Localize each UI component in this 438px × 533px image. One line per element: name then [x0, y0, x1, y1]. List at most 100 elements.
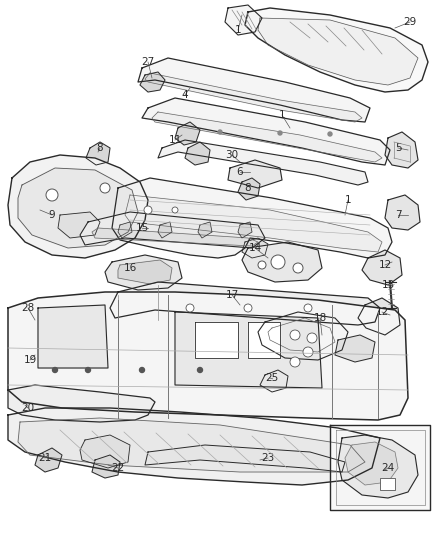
Circle shape — [198, 367, 202, 373]
Text: 23: 23 — [261, 453, 275, 463]
Circle shape — [290, 330, 300, 340]
Polygon shape — [195, 322, 238, 358]
Text: 4: 4 — [182, 90, 188, 100]
Text: 13: 13 — [381, 280, 395, 290]
Text: 27: 27 — [141, 57, 155, 67]
Circle shape — [303, 347, 313, 357]
Polygon shape — [92, 228, 258, 246]
Polygon shape — [238, 222, 252, 238]
Circle shape — [218, 130, 222, 134]
Circle shape — [278, 131, 282, 135]
Text: 20: 20 — [21, 403, 35, 413]
Text: 28: 28 — [21, 303, 35, 313]
Text: 22: 22 — [111, 463, 125, 473]
Circle shape — [53, 367, 57, 373]
Polygon shape — [8, 155, 148, 258]
Text: 17: 17 — [226, 290, 239, 300]
Text: 8: 8 — [245, 183, 251, 193]
Polygon shape — [58, 212, 100, 238]
Text: 29: 29 — [403, 17, 417, 27]
Polygon shape — [330, 425, 430, 510]
Text: 30: 30 — [226, 150, 239, 160]
Text: 5: 5 — [395, 143, 401, 153]
Text: 7: 7 — [395, 210, 401, 220]
Text: 12: 12 — [378, 260, 392, 270]
Polygon shape — [142, 98, 390, 165]
Polygon shape — [185, 142, 210, 165]
Polygon shape — [242, 238, 268, 258]
Polygon shape — [242, 242, 322, 282]
Polygon shape — [112, 178, 392, 258]
Text: 1: 1 — [345, 195, 351, 205]
Circle shape — [100, 183, 110, 193]
Polygon shape — [145, 73, 362, 122]
Text: 1: 1 — [235, 25, 241, 35]
Polygon shape — [225, 5, 262, 35]
Circle shape — [304, 304, 312, 312]
Polygon shape — [125, 195, 382, 252]
Text: 18: 18 — [313, 313, 327, 323]
Text: 15: 15 — [135, 223, 148, 233]
Text: 1: 1 — [279, 110, 285, 120]
Circle shape — [290, 357, 300, 367]
Text: 12: 12 — [375, 307, 389, 317]
Polygon shape — [245, 8, 428, 92]
Polygon shape — [228, 160, 282, 188]
Polygon shape — [80, 212, 265, 248]
Polygon shape — [18, 168, 138, 248]
Polygon shape — [258, 18, 418, 85]
Circle shape — [186, 304, 194, 312]
Polygon shape — [152, 112, 382, 162]
Text: 16: 16 — [124, 263, 137, 273]
Text: 6: 6 — [237, 167, 244, 177]
Circle shape — [258, 261, 266, 269]
Polygon shape — [158, 140, 368, 185]
Polygon shape — [140, 72, 165, 92]
Circle shape — [244, 304, 252, 312]
Polygon shape — [385, 132, 418, 168]
Bar — [380, 478, 395, 490]
Circle shape — [46, 189, 58, 201]
Circle shape — [144, 206, 152, 214]
Circle shape — [85, 367, 91, 373]
Polygon shape — [105, 255, 182, 290]
Polygon shape — [248, 322, 280, 358]
Circle shape — [293, 263, 303, 273]
Polygon shape — [362, 250, 402, 285]
Polygon shape — [35, 448, 62, 472]
Circle shape — [328, 132, 332, 136]
Polygon shape — [268, 318, 335, 352]
Polygon shape — [145, 445, 345, 472]
Polygon shape — [358, 298, 400, 335]
Polygon shape — [18, 418, 365, 472]
Polygon shape — [8, 408, 380, 485]
Text: 11: 11 — [168, 135, 182, 145]
Circle shape — [271, 255, 285, 269]
Polygon shape — [118, 260, 172, 284]
Polygon shape — [118, 222, 132, 238]
Polygon shape — [158, 222, 172, 238]
Polygon shape — [336, 430, 425, 505]
Polygon shape — [238, 178, 260, 200]
Circle shape — [139, 367, 145, 373]
Text: 21: 21 — [39, 453, 52, 463]
Polygon shape — [80, 435, 130, 468]
Text: 14: 14 — [248, 243, 261, 253]
Polygon shape — [86, 142, 110, 165]
Polygon shape — [385, 195, 420, 230]
Polygon shape — [198, 222, 212, 238]
Polygon shape — [258, 312, 348, 360]
Text: 24: 24 — [381, 463, 395, 473]
Polygon shape — [92, 455, 120, 478]
Polygon shape — [345, 442, 398, 485]
Polygon shape — [38, 305, 108, 368]
Text: 25: 25 — [265, 373, 279, 383]
Polygon shape — [8, 292, 408, 420]
Polygon shape — [260, 370, 288, 392]
Polygon shape — [8, 385, 155, 422]
Polygon shape — [138, 58, 370, 122]
Polygon shape — [175, 122, 200, 145]
Polygon shape — [110, 282, 380, 325]
Polygon shape — [335, 335, 375, 362]
Polygon shape — [338, 435, 418, 498]
